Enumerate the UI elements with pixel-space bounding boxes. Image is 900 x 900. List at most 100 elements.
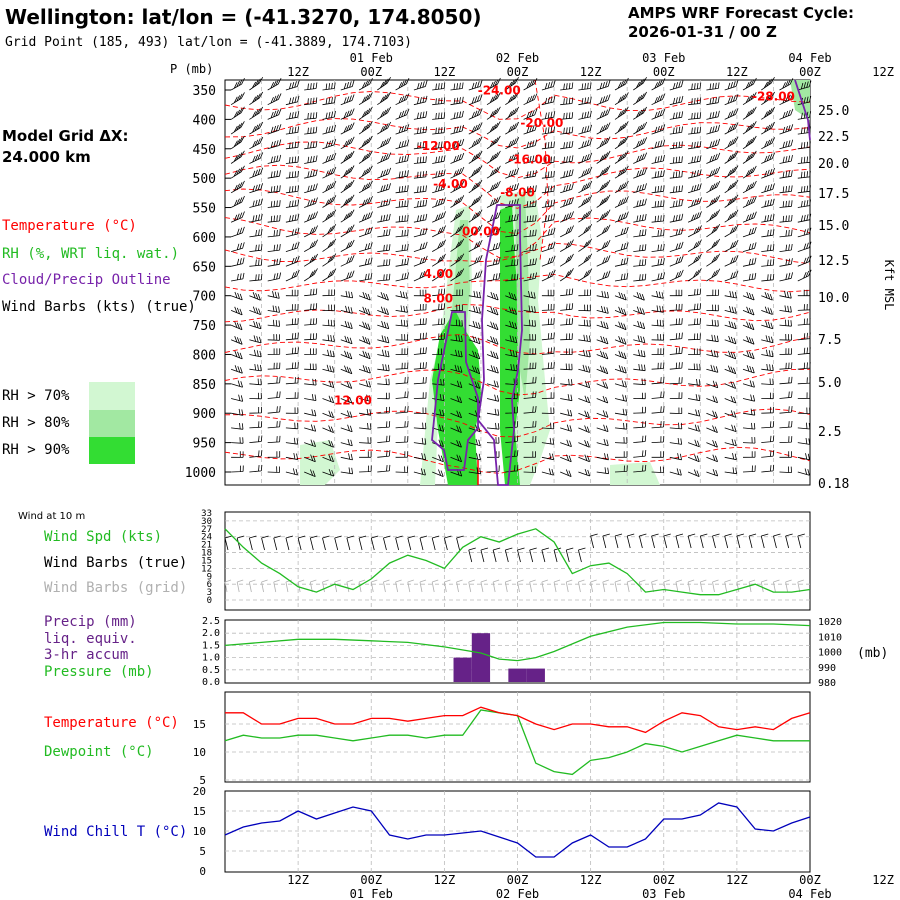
wind-barb xyxy=(614,150,629,164)
wind-barb xyxy=(395,376,409,385)
wind-barb xyxy=(761,421,775,429)
wind-barb xyxy=(742,422,756,430)
wind-barb xyxy=(304,97,318,106)
wind-barb xyxy=(651,229,665,238)
wind-barb xyxy=(596,270,611,282)
wind-barb xyxy=(230,135,245,150)
wind-barb xyxy=(413,269,428,282)
wind-barb xyxy=(633,378,646,386)
wind-barb xyxy=(267,78,282,91)
wind-barb xyxy=(651,435,665,443)
wind-barb xyxy=(340,122,355,135)
wind-barb xyxy=(541,241,556,252)
wind-barbs xyxy=(230,77,812,477)
wind-barb xyxy=(706,224,721,238)
wind-barb xyxy=(797,95,812,106)
wind-barb xyxy=(432,454,444,463)
wind-barb xyxy=(285,422,299,430)
wind-barb xyxy=(669,289,683,297)
wind-barb xyxy=(761,435,775,443)
wind-barb xyxy=(505,291,517,301)
wind-barb xyxy=(633,464,647,473)
wind-barb xyxy=(395,93,410,106)
wind-barb xyxy=(688,318,701,326)
wind-barb-true xyxy=(236,535,245,551)
wind-barb xyxy=(322,440,334,448)
wind-barb xyxy=(340,255,355,267)
wind-barbs-grid-label: Wind Barbs (grid) xyxy=(44,580,187,596)
wind-barb xyxy=(413,422,427,430)
wind-barb-true xyxy=(736,533,744,549)
wind-barb-grid xyxy=(443,579,451,593)
wind-barb xyxy=(706,166,721,179)
time-tick-label: 12Z xyxy=(434,65,456,79)
wind-barb xyxy=(761,183,775,194)
wind-barb-grid xyxy=(724,579,731,593)
wind-barb xyxy=(706,439,718,448)
wind-barb-grid xyxy=(541,579,549,593)
wind-barb xyxy=(724,290,737,299)
precip-tick-label: 0.0 xyxy=(202,677,220,688)
rh80-swatch xyxy=(89,410,135,437)
wind-barb xyxy=(450,364,463,373)
wind-barb xyxy=(724,209,739,223)
wind-barb xyxy=(505,349,518,358)
wind-barb xyxy=(724,150,739,164)
wind-barb xyxy=(724,239,739,252)
wind-barb xyxy=(688,288,702,297)
wind-barb xyxy=(432,211,446,223)
wind-barb-true xyxy=(663,533,671,549)
wind-barb xyxy=(633,335,646,344)
pressure-tick-label: 1020 xyxy=(818,617,842,628)
wind-barb xyxy=(706,180,721,194)
wind-grid xyxy=(225,512,810,610)
wind-barb xyxy=(432,112,446,120)
wind-barb xyxy=(450,410,462,419)
wind-barb xyxy=(267,405,281,414)
wind-barb xyxy=(596,438,609,447)
wind-barb-grid xyxy=(797,579,804,593)
wind-barb xyxy=(578,152,593,164)
wind-barb xyxy=(651,124,666,135)
wind-barb xyxy=(797,332,811,341)
wind-barb xyxy=(413,332,427,341)
wind-barb xyxy=(340,335,353,345)
wind-barb xyxy=(468,320,481,329)
wind-barb xyxy=(505,106,520,120)
wind-barb xyxy=(304,82,318,91)
wind-barb-true xyxy=(565,547,574,563)
wind-barb xyxy=(596,381,609,389)
wind-barb-true xyxy=(419,535,428,551)
wind-barb xyxy=(614,135,629,150)
contour-label: -16.00 xyxy=(508,152,551,166)
wind-barb xyxy=(322,152,337,164)
precip-bar xyxy=(471,633,491,682)
wind-barb xyxy=(431,268,446,282)
wind-barb-true xyxy=(785,533,793,549)
wind-barb xyxy=(724,136,739,150)
wind-barb xyxy=(761,349,774,358)
wind-barb xyxy=(761,259,775,267)
wind-barb xyxy=(322,224,337,238)
wind-barb xyxy=(505,259,519,267)
temperature-contour xyxy=(224,217,811,259)
wind-tick-label: 18 xyxy=(201,549,212,559)
wind-barb xyxy=(541,126,555,135)
pressure-tick-label: 650 xyxy=(193,260,216,275)
wind-barb xyxy=(797,227,812,238)
time-tick-label: 12Z xyxy=(287,65,309,79)
wind-barb xyxy=(651,170,665,179)
height-tick-label: 2.5 xyxy=(818,425,841,440)
wind-barb xyxy=(322,334,335,342)
temperature-contour xyxy=(224,333,811,355)
wind-barb xyxy=(322,96,336,106)
wind-barb xyxy=(651,451,664,458)
temperature-series xyxy=(225,706,811,734)
wind-barb xyxy=(559,268,574,282)
wind-barb xyxy=(413,241,428,252)
wind-barb xyxy=(340,320,353,329)
wind-barb-grid xyxy=(565,579,573,593)
wind-barb xyxy=(761,198,775,208)
wind-barb xyxy=(687,439,700,448)
wind-barb-true xyxy=(407,535,415,551)
